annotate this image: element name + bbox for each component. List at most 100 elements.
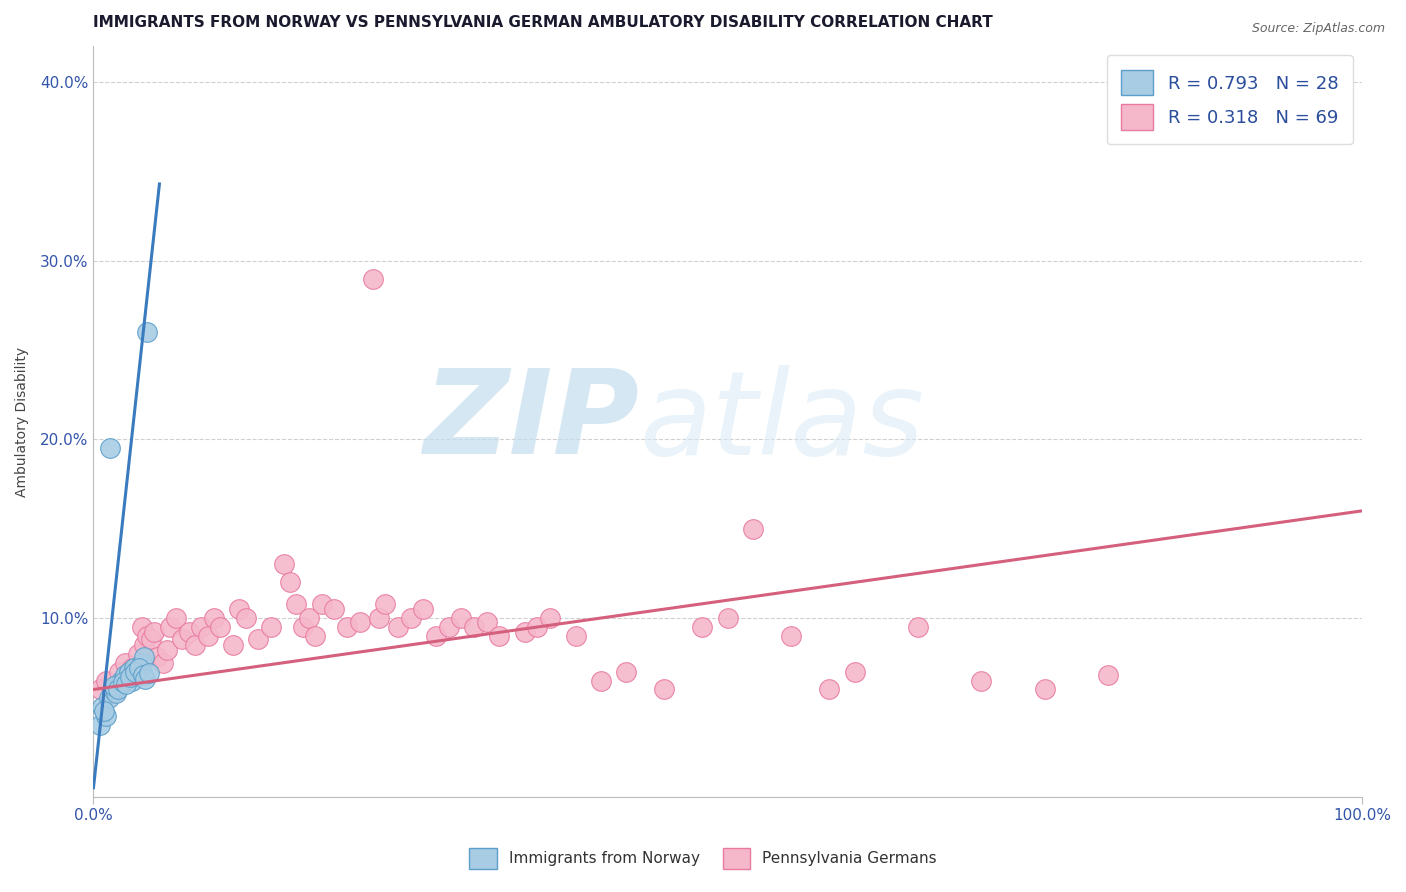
Point <box>652 682 675 697</box>
Point <box>589 673 612 688</box>
Point <box>1097 668 1119 682</box>
Point <box>526 620 548 634</box>
Point <box>115 677 138 691</box>
Y-axis label: Ambulatory Disability: Ambulatory Disability <box>15 346 30 497</box>
Point <box>146 650 169 665</box>
Point <box>970 673 993 688</box>
Point <box>336 620 359 634</box>
Point <box>361 271 384 285</box>
Point <box>367 611 389 625</box>
Point <box>108 665 131 679</box>
Point <box>108 679 131 693</box>
Point <box>437 620 460 634</box>
Point <box>121 661 143 675</box>
Text: Source: ZipAtlas.com: Source: ZipAtlas.com <box>1251 22 1385 36</box>
Point <box>374 597 396 611</box>
Point <box>159 620 181 634</box>
Point <box>298 611 321 625</box>
Point <box>97 691 120 706</box>
Point <box>247 632 270 647</box>
Point <box>399 611 422 625</box>
Text: ZIP: ZIP <box>423 364 638 479</box>
Point <box>118 665 141 679</box>
Point <box>742 522 765 536</box>
Point <box>120 670 142 684</box>
Text: IMMIGRANTS FROM NORWAY VS PENNSYLVANIA GERMAN AMBULATORY DISABILITY CORRELATION : IMMIGRANTS FROM NORWAY VS PENNSYLVANIA G… <box>93 15 993 30</box>
Point <box>118 668 141 682</box>
Point <box>98 442 121 456</box>
Point <box>538 611 561 625</box>
Point <box>132 668 155 682</box>
Point <box>197 629 219 643</box>
Point <box>114 656 136 670</box>
Point <box>96 709 118 723</box>
Legend: Immigrants from Norway, Pennsylvania Germans: Immigrants from Norway, Pennsylvania Ger… <box>463 841 943 875</box>
Point <box>121 673 143 688</box>
Point <box>124 665 146 679</box>
Point <box>131 620 153 634</box>
Point <box>143 625 166 640</box>
Point <box>139 632 162 647</box>
Point <box>93 704 115 718</box>
Point <box>152 656 174 670</box>
Point <box>1033 682 1056 697</box>
Point <box>134 650 156 665</box>
Point <box>304 629 326 643</box>
Point <box>818 682 841 697</box>
Point <box>291 620 314 634</box>
Point <box>285 597 308 611</box>
Point <box>184 638 207 652</box>
Point <box>111 675 134 690</box>
Point <box>110 673 132 688</box>
Point <box>488 629 510 643</box>
Point <box>107 682 129 697</box>
Point <box>89 682 111 697</box>
Point <box>156 643 179 657</box>
Point <box>138 666 160 681</box>
Point <box>780 629 803 643</box>
Point <box>134 638 156 652</box>
Point <box>128 661 150 675</box>
Point <box>387 620 409 634</box>
Point <box>475 615 498 629</box>
Point <box>127 665 149 679</box>
Point <box>222 638 245 652</box>
Point <box>209 620 232 634</box>
Point <box>412 602 434 616</box>
Point <box>103 679 125 693</box>
Point <box>135 325 157 339</box>
Point <box>260 620 283 634</box>
Point <box>202 611 225 625</box>
Point <box>190 620 212 634</box>
Point <box>235 611 257 625</box>
Point <box>127 647 149 661</box>
Point <box>172 632 194 647</box>
Point <box>165 611 187 625</box>
Point <box>311 597 333 611</box>
Point <box>131 656 153 670</box>
Point <box>564 629 586 643</box>
Point <box>717 611 740 625</box>
Point <box>105 686 128 700</box>
Point <box>135 629 157 643</box>
Point <box>349 615 371 629</box>
Point <box>101 682 124 697</box>
Point <box>114 668 136 682</box>
Point <box>692 620 714 634</box>
Point <box>463 620 485 634</box>
Point <box>450 611 472 625</box>
Point <box>278 575 301 590</box>
Point <box>513 625 536 640</box>
Point <box>89 718 111 732</box>
Legend: R = 0.793   N = 28, R = 0.318   N = 69: R = 0.793 N = 28, R = 0.318 N = 69 <box>1107 55 1353 145</box>
Point <box>273 558 295 572</box>
Point <box>96 673 118 688</box>
Point <box>177 625 200 640</box>
Point <box>101 686 124 700</box>
Text: atlas: atlas <box>638 365 924 479</box>
Point <box>614 665 637 679</box>
Point <box>228 602 250 616</box>
Point <box>134 672 156 686</box>
Point <box>91 700 114 714</box>
Point <box>122 661 145 675</box>
